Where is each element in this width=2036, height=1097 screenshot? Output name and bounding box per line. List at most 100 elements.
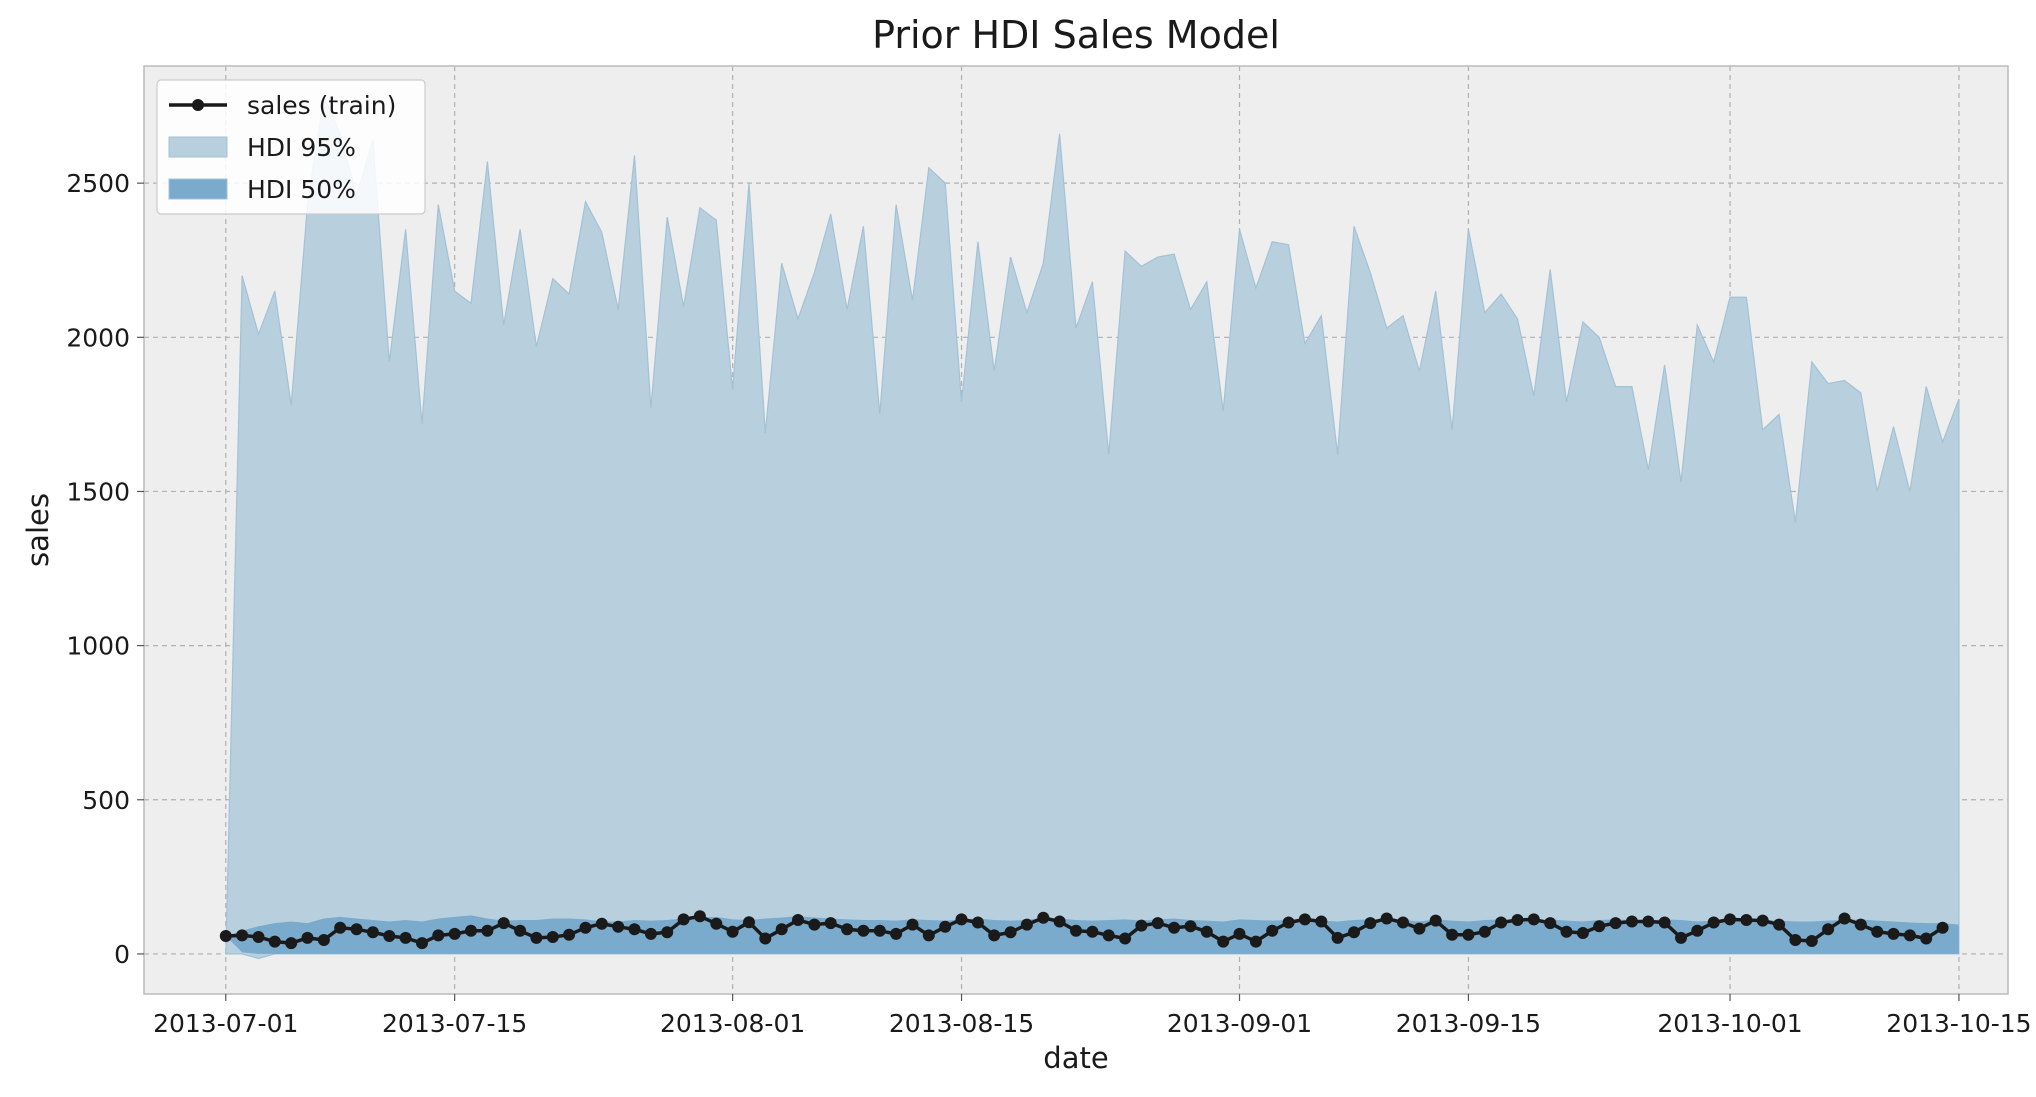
sales-point: [1331, 931, 1344, 944]
sales-point: [366, 926, 379, 939]
sales-point: [1086, 925, 1099, 938]
sales-point: [1527, 913, 1540, 926]
sales-point: [1707, 916, 1720, 929]
y-tick-label: 2000: [66, 323, 130, 352]
sales-point: [824, 917, 837, 930]
sales-point: [890, 927, 903, 940]
y-tick-label: 1000: [66, 632, 130, 661]
legend: sales (train) HDI 95% HDI 50%: [156, 79, 426, 215]
sales-point: [1020, 918, 1033, 931]
sales-point: [1429, 914, 1442, 927]
sales-point: [1560, 925, 1573, 938]
sales-point: [1642, 915, 1655, 928]
sales-point: [661, 926, 674, 939]
sales-point: [1348, 926, 1360, 939]
sales-point: [1936, 921, 1949, 934]
y-tick-label: 0: [114, 940, 130, 969]
legend-label: HDI 50%: [247, 175, 356, 204]
sales-point: [1675, 931, 1687, 944]
y-tick-label: 1500: [66, 477, 130, 506]
sales-point: [1576, 927, 1589, 939]
sales-point: [1070, 924, 1082, 937]
chart-title: Prior HDI Sales Model: [872, 13, 1280, 57]
sales-point: [1168, 921, 1181, 934]
sales-point: [971, 916, 984, 929]
legend-label: sales (train): [247, 91, 396, 120]
sales-point: [448, 927, 461, 940]
sales-point: [612, 920, 625, 933]
sales-point: [1593, 920, 1606, 933]
sales-point: [1740, 914, 1753, 926]
sales-point: [1282, 916, 1295, 929]
sales-point: [1756, 914, 1769, 927]
sales-point: [1184, 920, 1197, 933]
sales-point: [759, 932, 772, 945]
sales-point: [677, 913, 690, 926]
sales-point: [1625, 915, 1638, 928]
sales-point: [530, 931, 543, 944]
sales-point: [416, 937, 428, 950]
sales-point: [481, 924, 494, 937]
sales-point: [1462, 928, 1475, 941]
x-tick-label: 2013-08-01: [660, 1009, 805, 1038]
sales-point: [1478, 925, 1491, 938]
sales-point: [808, 918, 821, 931]
sales-point: [906, 918, 919, 931]
sales-point: [1364, 917, 1377, 930]
sales-point: [628, 923, 641, 936]
sales-point: [219, 930, 232, 942]
sales-point: [939, 920, 952, 933]
sales-point: [1789, 934, 1802, 946]
sales-point: [595, 917, 608, 930]
sales-point: [497, 917, 510, 930]
sales-point: [1217, 935, 1230, 948]
sales-point: [399, 931, 412, 944]
sales-point: [432, 929, 445, 942]
sales-point: [317, 934, 330, 946]
sales-point: [726, 925, 739, 938]
sales-point: [1920, 932, 1933, 945]
x-tick-label: 2013-08-15: [889, 1009, 1034, 1038]
sales-point: [1903, 929, 1916, 942]
sales-point: [383, 930, 396, 942]
sales-point: [841, 923, 854, 936]
sales-point: [1053, 915, 1066, 928]
sales-point: [579, 921, 592, 934]
sales-point: [1233, 927, 1246, 940]
x-tick-label: 2013-09-15: [1396, 1009, 1541, 1038]
sales-point: [1658, 916, 1671, 929]
sales-point: [644, 927, 657, 940]
x-tick-label: 2013-10-15: [1886, 1009, 2031, 1038]
legend-label: HDI 95%: [247, 133, 356, 162]
sales-point: [514, 924, 527, 937]
sales-point: [710, 917, 723, 930]
sales-point: [792, 914, 804, 926]
sales-line-layer: [219, 910, 1949, 950]
sales-point: [350, 923, 363, 936]
sales-point: [1315, 915, 1328, 928]
sales-point: [1298, 913, 1311, 926]
y-tick-label: 2500: [66, 169, 130, 198]
sales-point: [922, 929, 935, 942]
y-tick-label: 500: [82, 786, 130, 815]
sales-point: [1609, 917, 1622, 930]
sales-point: [1380, 912, 1393, 925]
sales-point: [546, 931, 559, 943]
x-tick-label: 2013-09-01: [1167, 1009, 1312, 1038]
sales-point: [1871, 925, 1884, 938]
sales-point: [1119, 932, 1132, 945]
sales-point: [1724, 913, 1736, 926]
sales-point: [1495, 916, 1508, 929]
x-tick-label: 2013-07-15: [382, 1009, 527, 1038]
sales-point: [1805, 935, 1818, 947]
sales-point: [775, 923, 788, 936]
y-axis-label: sales: [21, 493, 55, 567]
sales-point: [236, 929, 249, 942]
x-tick-label: 2013-10-01: [1657, 1009, 1802, 1038]
sales-point: [1822, 923, 1835, 936]
sales-point: [693, 910, 706, 923]
sales-point: [1200, 925, 1213, 938]
sales-point: [743, 916, 755, 929]
plot-frame: [143, 65, 2009, 995]
